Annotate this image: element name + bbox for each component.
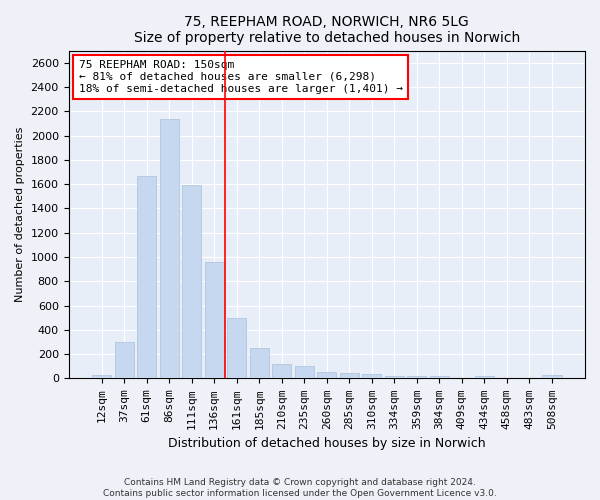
Bar [115, 342, 134, 378]
Bar [542, 376, 562, 378]
Bar [340, 373, 359, 378]
Bar [227, 318, 246, 378]
Bar [430, 376, 449, 378]
Text: Contains HM Land Registry data © Crown copyright and database right 2024.
Contai: Contains HM Land Registry data © Crown c… [103, 478, 497, 498]
Bar [407, 376, 427, 378]
Bar [160, 118, 179, 378]
Bar [272, 364, 291, 378]
Title: 75, REEPHAM ROAD, NORWICH, NR6 5LG
Size of property relative to detached houses : 75, REEPHAM ROAD, NORWICH, NR6 5LG Size … [134, 15, 520, 45]
Y-axis label: Number of detached properties: Number of detached properties [15, 127, 25, 302]
Bar [250, 348, 269, 378]
Bar [92, 376, 111, 378]
Bar [362, 374, 382, 378]
Bar [205, 262, 224, 378]
Bar [137, 176, 156, 378]
Bar [317, 372, 337, 378]
Bar [295, 366, 314, 378]
X-axis label: Distribution of detached houses by size in Norwich: Distribution of detached houses by size … [168, 437, 485, 450]
Text: 75 REEPHAM ROAD: 150sqm
← 81% of detached houses are smaller (6,298)
18% of semi: 75 REEPHAM ROAD: 150sqm ← 81% of detache… [79, 60, 403, 94]
Bar [475, 376, 494, 378]
Bar [385, 376, 404, 378]
Bar [182, 184, 201, 378]
